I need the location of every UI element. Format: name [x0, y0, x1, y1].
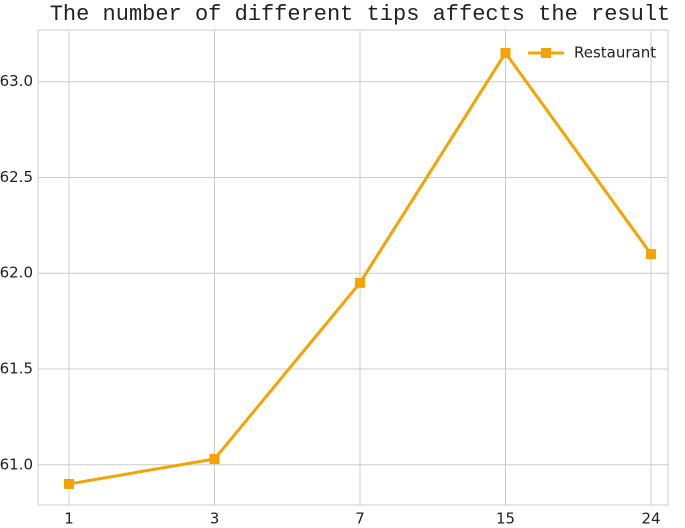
marker — [64, 478, 74, 489]
x-tick-label: 1 — [64, 510, 74, 528]
marker — [646, 249, 656, 260]
x-tick-label: 24 — [641, 510, 660, 528]
marker — [209, 454, 220, 465]
y-tick-label: 63.0 — [0, 72, 33, 90]
marker — [355, 277, 365, 288]
legend-marker — [541, 48, 551, 58]
legend-label: Restaurant — [574, 44, 656, 62]
x-tick-label: 3 — [210, 510, 220, 528]
y-tick-label: 62.5 — [0, 168, 33, 186]
plot-frame — [37, 29, 669, 506]
x-tick-label: 7 — [355, 510, 365, 528]
y-tick-label: 61.0 — [0, 455, 33, 473]
x-tick-label: 15 — [496, 510, 515, 528]
marker — [500, 47, 511, 58]
chart-title: The number of different tips affects the… — [50, 2, 671, 27]
y-tick-label: 62.0 — [0, 264, 33, 282]
y-tick-label: 61.5 — [0, 360, 33, 378]
